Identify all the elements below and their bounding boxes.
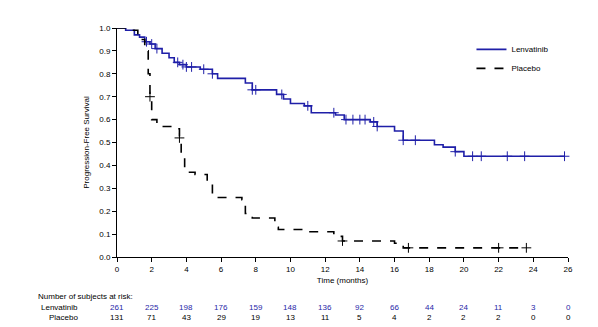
svg-text:0.2: 0.2 xyxy=(99,207,111,216)
svg-text:0.7: 0.7 xyxy=(99,93,111,102)
svg-text:176: 176 xyxy=(214,303,228,312)
svg-text:10: 10 xyxy=(286,265,295,274)
svg-text:26: 26 xyxy=(564,265,573,274)
svg-text:0.0: 0.0 xyxy=(99,253,111,262)
svg-text:Placebo: Placebo xyxy=(511,64,540,73)
svg-text:Placebo: Placebo xyxy=(49,313,78,322)
svg-text:4: 4 xyxy=(392,313,397,322)
svg-text:8: 8 xyxy=(254,265,259,274)
svg-text:0.6: 0.6 xyxy=(99,115,111,124)
svg-text:131: 131 xyxy=(110,313,124,322)
svg-text:5: 5 xyxy=(357,313,362,322)
svg-text:198: 198 xyxy=(179,303,193,312)
svg-text:13: 13 xyxy=(286,313,295,322)
svg-text:18: 18 xyxy=(425,265,434,274)
svg-text:29: 29 xyxy=(217,313,226,322)
svg-text:92: 92 xyxy=(355,303,364,312)
svg-text:14: 14 xyxy=(355,265,364,274)
svg-text:12: 12 xyxy=(321,265,330,274)
svg-text:Lenvatinib: Lenvatinib xyxy=(511,45,548,54)
svg-text:136: 136 xyxy=(318,303,332,312)
svg-text:22: 22 xyxy=(494,265,503,274)
svg-text:24: 24 xyxy=(459,303,468,312)
svg-text:148: 148 xyxy=(283,303,297,312)
svg-text:0.1: 0.1 xyxy=(99,230,111,239)
svg-text:43: 43 xyxy=(182,313,191,322)
svg-text:0.8: 0.8 xyxy=(99,70,111,79)
svg-text:2: 2 xyxy=(461,313,466,322)
svg-text:24: 24 xyxy=(529,265,538,274)
svg-text:0: 0 xyxy=(115,265,120,274)
svg-text:19: 19 xyxy=(251,313,260,322)
svg-text:0: 0 xyxy=(566,313,571,322)
svg-text:71: 71 xyxy=(147,313,156,322)
svg-text:261: 261 xyxy=(110,303,124,312)
svg-text:20: 20 xyxy=(459,265,468,274)
svg-text:0.9: 0.9 xyxy=(99,47,111,56)
svg-text:159: 159 xyxy=(249,303,263,312)
svg-text:11: 11 xyxy=(494,303,503,312)
svg-text:3: 3 xyxy=(531,303,536,312)
svg-text:225: 225 xyxy=(145,303,159,312)
svg-text:4: 4 xyxy=(184,265,189,274)
svg-text:6: 6 xyxy=(219,265,224,274)
svg-text:Lenvatinib: Lenvatinib xyxy=(41,303,78,312)
svg-text:Time (months): Time (months) xyxy=(317,276,369,285)
svg-text:0: 0 xyxy=(531,313,536,322)
svg-text:1.0: 1.0 xyxy=(99,24,111,33)
svg-text:11: 11 xyxy=(321,313,330,322)
svg-text:44: 44 xyxy=(425,303,434,312)
svg-text:2: 2 xyxy=(149,265,154,274)
svg-text:66: 66 xyxy=(390,303,399,312)
svg-text:Progression-Free Survival: Progression-Free Survival xyxy=(82,96,91,189)
svg-text:16: 16 xyxy=(390,265,399,274)
svg-text:0.5: 0.5 xyxy=(99,138,111,147)
svg-text:2: 2 xyxy=(496,313,501,322)
svg-text:0.4: 0.4 xyxy=(99,161,111,170)
svg-text:0.3: 0.3 xyxy=(99,184,111,193)
svg-text:2: 2 xyxy=(427,313,432,322)
svg-text:0: 0 xyxy=(566,303,571,312)
svg-text:Number of subjects at risk:: Number of subjects at risk: xyxy=(38,292,133,301)
